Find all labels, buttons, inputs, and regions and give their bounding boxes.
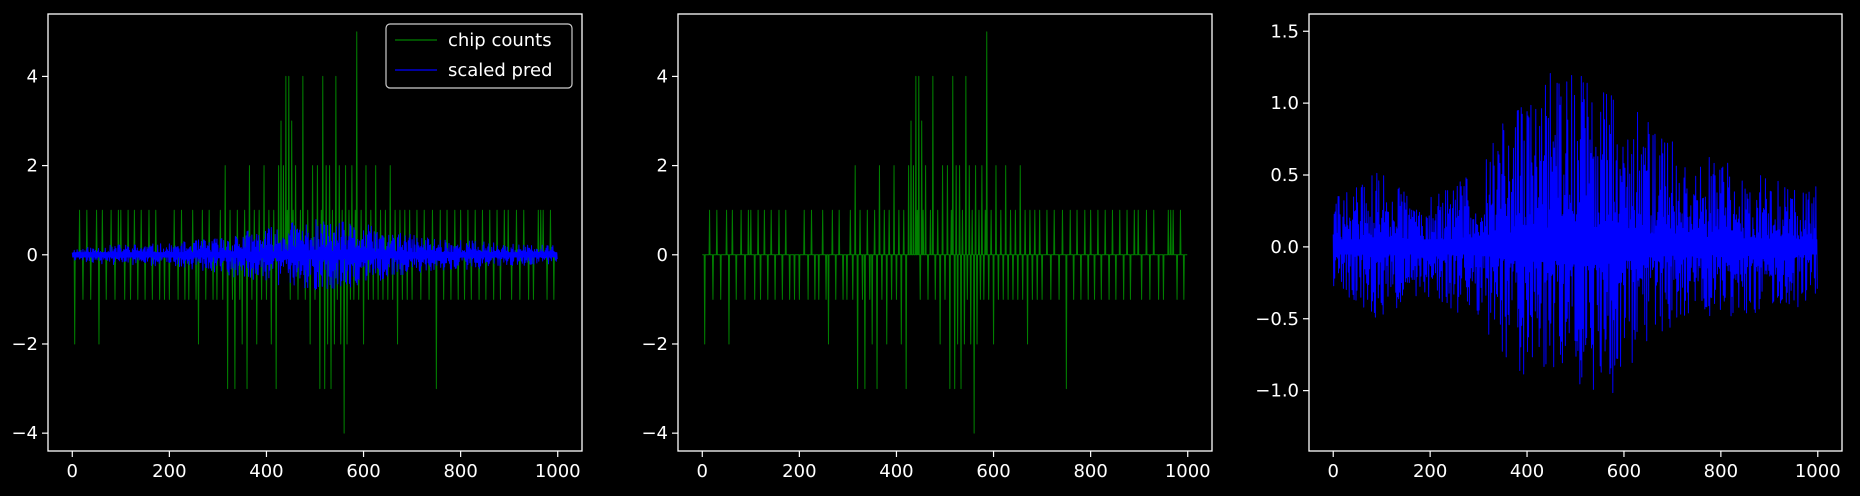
y-tick-label: −4 — [641, 423, 668, 444]
x-tick-label: 400 — [1510, 461, 1544, 482]
x-tick-label: 200 — [782, 461, 816, 482]
x-tick-label: 0 — [1328, 461, 1339, 482]
legend-label-scaled-pred: scaled pred — [448, 60, 552, 81]
y-tick-label: 2 — [27, 156, 38, 177]
x-tick-label: 1000 — [1795, 461, 1841, 482]
x-tick-label: 800 — [1073, 461, 1107, 482]
series-line-series-0 — [702, 31, 1188, 434]
y-tick-label: −1.0 — [1255, 381, 1299, 402]
chart-panel-right: 0 200 400 600 800 1000 −1.0 −0.5 0.0 0.5 1.0 1.5 — [1255, 13, 1843, 482]
x-tick-label: 400 — [249, 461, 283, 482]
y-tick-label: −0.5 — [1255, 309, 1299, 330]
y-tick-label: 0 — [657, 245, 668, 266]
y-tick-label: 1.0 — [1270, 93, 1299, 114]
axes-frame — [47, 13, 583, 452]
chart-panel-middle: 0 200 400 600 800 1000 −4 −2 0 2 4 — [641, 13, 1213, 482]
x-tick-label: 400 — [879, 461, 913, 482]
x-tick-label: 200 — [152, 461, 186, 482]
series-line-scaled-pred — [71, 219, 558, 291]
x-tick-label: 800 — [1704, 461, 1738, 482]
y-tick-label: 0.5 — [1270, 165, 1299, 186]
axes-frame — [1308, 13, 1843, 452]
y-tick-label: −2 — [11, 334, 38, 355]
x-tick-label: 1000 — [535, 461, 581, 482]
y-tick-label: 1.5 — [1270, 21, 1299, 42]
x-tick-label: 0 — [697, 461, 708, 482]
x-tick-label: 200 — [1413, 461, 1447, 482]
chart-panel-left: 0 200 400 600 800 1000 −4 −2 0 2 4 — [11, 13, 583, 482]
x-tick-label: 600 — [346, 461, 380, 482]
x-tick-label: 600 — [1607, 461, 1641, 482]
x-tick-label: 1000 — [1165, 461, 1211, 482]
axes-frame — [677, 13, 1213, 452]
y-tick-label: −4 — [11, 423, 38, 444]
y-tick-label: 2 — [657, 156, 668, 177]
legend: chip counts scaled pred — [385, 23, 573, 89]
x-tick-label: 800 — [443, 461, 477, 482]
x-tick-label: 0 — [67, 461, 78, 482]
y-tick-label: 0.0 — [1270, 237, 1299, 258]
y-tick-label: 0 — [27, 245, 38, 266]
series-line-series-0 — [1332, 72, 1818, 394]
legend-label-chip-counts: chip counts — [448, 30, 552, 51]
y-tick-label: −2 — [641, 334, 668, 355]
y-tick-label: 4 — [27, 66, 38, 87]
y-tick-label: 4 — [657, 66, 668, 87]
x-tick-label: 600 — [976, 461, 1010, 482]
